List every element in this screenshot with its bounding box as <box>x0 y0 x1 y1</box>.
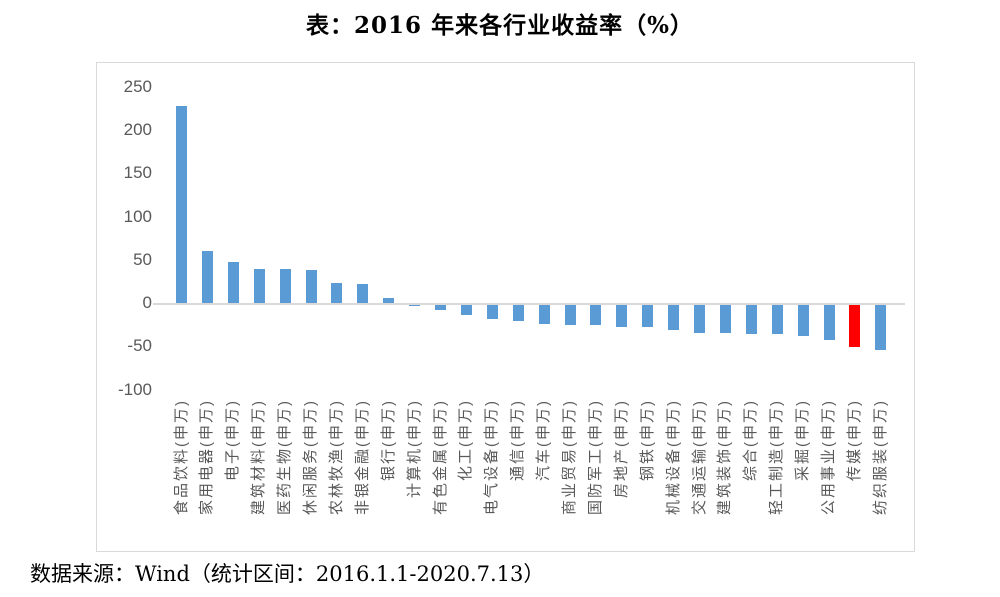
bar <box>305 270 317 303</box>
y-axis-tick-label: 200 <box>123 120 152 139</box>
bar <box>383 297 395 303</box>
y-axis-tick-label: -100 <box>117 379 152 399</box>
x-axis-label: 交通运输(申万) <box>690 399 708 515</box>
x-axis-label: 商业贸易(申万) <box>561 399 578 515</box>
bar <box>590 305 602 325</box>
x-axis-label: 化工(申万) <box>457 399 475 481</box>
x-axis-label: 采掘(申万) <box>794 399 812 481</box>
x-axis-label: 通信(申万) <box>509 399 527 481</box>
x-axis-label: 汽车(申万) <box>535 399 553 481</box>
x-axis-label: 家用电器(申万) <box>198 399 216 515</box>
y-axis-tick-label: 50 <box>133 249 152 269</box>
x-axis-label: 医药生物(申万) <box>276 399 294 515</box>
data-source: 数据来源：Wind（统计区间：2016.1.1-2020.7.13） <box>30 562 545 586</box>
x-axis-label: 银行(申万) <box>379 399 397 481</box>
bar <box>642 305 654 327</box>
bar <box>745 305 757 334</box>
x-axis-label: 电气设备(申万) <box>483 399 501 515</box>
x-axis-line <box>153 303 905 305</box>
bar <box>435 305 446 311</box>
bar <box>331 283 343 303</box>
x-axis-label: 建筑材料(申万) <box>250 399 268 515</box>
bar <box>357 283 369 303</box>
y-axis-tick-label: 100 <box>123 206 152 226</box>
x-axis-label: 建筑装饰(申万) <box>716 399 734 515</box>
x-axis-label: 公用事业(申万) <box>820 399 837 515</box>
bar <box>668 305 680 331</box>
x-axis-label: 轻工制造(申万) <box>768 399 786 515</box>
bar <box>538 305 550 325</box>
x-axis-label: 国防军工(申万) <box>586 399 604 515</box>
bar <box>875 305 887 350</box>
y-axis-tick-label: 150 <box>123 163 152 183</box>
bar <box>512 305 524 322</box>
bar <box>409 305 421 306</box>
x-axis-label: 电子(申万) <box>224 399 242 481</box>
bar <box>694 305 705 333</box>
x-axis-label: 综合(申万) <box>742 399 760 481</box>
bar <box>460 305 472 316</box>
chart-frame: 250 200 150 100 50 0 -50 -100 食品饮料(申万) 家用电器(申万) 电… <box>96 62 915 552</box>
bar <box>616 305 628 327</box>
y-axis-tick-label: 0 <box>142 293 152 312</box>
x-axis-label: 钢铁(申万) <box>638 399 656 481</box>
x-axis-label: 机械设备(申万) <box>664 399 682 515</box>
x-axis-label: 有色金属(申万) <box>431 399 449 515</box>
bar <box>176 105 187 303</box>
x-axis-label: 传媒(申万) <box>845 399 863 481</box>
y-axis-tick-label: -50 <box>127 336 152 356</box>
x-axis-label: 计算机(申万) <box>405 399 423 498</box>
bar <box>201 251 213 303</box>
bar <box>564 305 576 325</box>
x-axis-label: 房地产(申万) <box>612 399 630 498</box>
x-axis-label: 农林牧渔(申万) <box>327 399 345 515</box>
bar <box>797 305 809 337</box>
bar <box>253 269 265 303</box>
bar <box>486 305 498 319</box>
x-axis-label: 纺织服装(申万) <box>871 399 889 515</box>
bar <box>771 305 783 334</box>
chart-title: 表：2016 年来各行业收益率（%） <box>306 12 694 39</box>
y-axis-tick-label: 250 <box>123 76 152 96</box>
bar <box>823 305 835 341</box>
bar <box>227 262 239 303</box>
x-axis-label: 休闲服务(申万) <box>302 399 319 515</box>
bar <box>719 305 731 333</box>
bar <box>849 305 861 348</box>
x-axis-label: 食品饮料(申万) <box>172 399 190 515</box>
bar <box>279 269 291 303</box>
x-axis-label: 非银金融(申万) <box>353 399 371 515</box>
